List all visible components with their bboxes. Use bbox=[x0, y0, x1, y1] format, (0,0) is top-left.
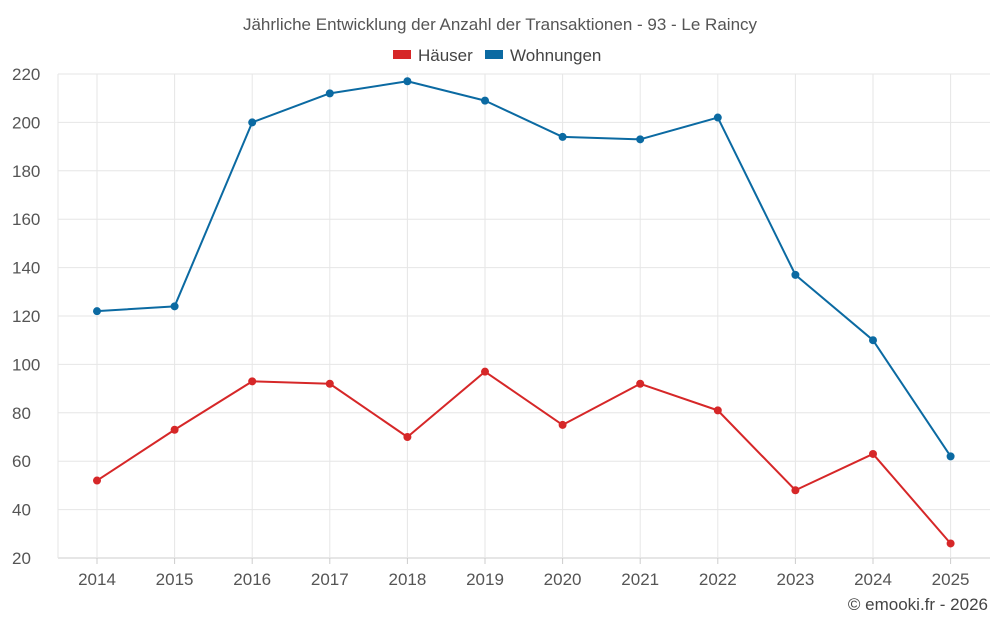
data-point-haeuser[interactable] bbox=[713, 406, 722, 415]
y-tick-label: 120 bbox=[12, 307, 40, 326]
series-line-haeuser bbox=[96, 370, 952, 545]
data-point-haeuser[interactable] bbox=[558, 420, 567, 429]
data-point-haeuser[interactable] bbox=[403, 433, 412, 441]
x-tick-label: 2023 bbox=[776, 570, 814, 589]
x-axis-ticks: 2014 2015 2016 2017 2018 2019 2020 2021 2022 2023… bbox=[78, 570, 969, 589]
x-tick-label: 2018 bbox=[388, 570, 426, 589]
series bbox=[93, 77, 955, 548]
data-point-haeuser[interactable] bbox=[248, 377, 257, 386]
legend-swatch-haeuser bbox=[393, 50, 411, 59]
data-point-haeuser[interactable] bbox=[325, 379, 334, 388]
data-point-wohnungen[interactable] bbox=[869, 336, 877, 345]
x-tick-label: 2025 bbox=[932, 570, 970, 589]
y-tick-label: 220 bbox=[12, 65, 40, 84]
data-point-wohnungen[interactable] bbox=[403, 77, 412, 86]
y-tick-label: 160 bbox=[12, 210, 40, 229]
data-point-wohnungen[interactable] bbox=[93, 307, 101, 316]
legend-swatch-wohnungen bbox=[485, 50, 503, 59]
data-point-haeuser[interactable] bbox=[170, 425, 179, 434]
series-haeuser bbox=[93, 367, 955, 548]
data-point-wohnungen[interactable] bbox=[558, 132, 567, 141]
x-tick-label: 2014 bbox=[78, 570, 116, 589]
legend-item-haeuser[interactable]: Häuser bbox=[393, 46, 473, 65]
x-tick-label: 2016 bbox=[233, 570, 271, 589]
data-point-wohnungen[interactable] bbox=[636, 135, 645, 144]
x-tick-label: 2015 bbox=[156, 570, 194, 589]
data-point-wohnungen[interactable] bbox=[481, 96, 489, 105]
x-tick-label: 2024 bbox=[854, 570, 892, 589]
grid bbox=[57, 73, 990, 564]
y-tick-label: 200 bbox=[12, 113, 40, 132]
data-point-haeuser[interactable] bbox=[791, 486, 800, 495]
legend-label-wohnungen: Wohnungen bbox=[510, 46, 601, 65]
data-point-wohnungen[interactable] bbox=[170, 302, 179, 311]
data-point-haeuser[interactable] bbox=[869, 449, 877, 458]
legend: Häuser Wohnungen bbox=[393, 46, 601, 65]
y-tick-label: 100 bbox=[12, 355, 40, 374]
series-wohnungen bbox=[93, 77, 955, 461]
y-axis-ticks: 20 40 60 80 100 120 140 160 180 200 220 bbox=[12, 65, 40, 568]
x-tick-label: 2017 bbox=[311, 570, 349, 589]
y-tick-label: 140 bbox=[12, 259, 40, 278]
data-point-haeuser[interactable] bbox=[636, 379, 645, 388]
data-point-haeuser[interactable] bbox=[946, 539, 955, 548]
legend-label-haeuser: Häuser bbox=[418, 46, 473, 65]
chart-title: Jährliche Entwicklung der Anzahl der Tra… bbox=[243, 15, 758, 34]
series-line-wohnungen bbox=[96, 80, 952, 457]
data-point-haeuser[interactable] bbox=[481, 367, 489, 376]
data-point-wohnungen[interactable] bbox=[325, 89, 334, 98]
data-point-wohnungen[interactable] bbox=[713, 113, 722, 122]
y-tick-label: 20 bbox=[12, 549, 31, 568]
y-tick-label: 80 bbox=[12, 404, 31, 423]
data-point-wohnungen[interactable] bbox=[791, 270, 800, 279]
x-tick-label: 2020 bbox=[544, 570, 582, 589]
data-point-wohnungen[interactable] bbox=[946, 452, 955, 461]
data-point-haeuser[interactable] bbox=[93, 476, 101, 485]
legend-item-wohnungen[interactable]: Wohnungen bbox=[485, 46, 601, 65]
y-tick-label: 40 bbox=[12, 501, 31, 520]
x-tick-label: 2022 bbox=[699, 570, 737, 589]
y-tick-label: 180 bbox=[12, 162, 40, 181]
y-tick-label: 60 bbox=[12, 452, 31, 471]
x-tick-label: 2021 bbox=[621, 570, 659, 589]
data-point-wohnungen[interactable] bbox=[248, 118, 257, 127]
credit-text: © emooki.fr - 2026 bbox=[848, 595, 988, 614]
x-tick-label: 2019 bbox=[466, 570, 504, 589]
